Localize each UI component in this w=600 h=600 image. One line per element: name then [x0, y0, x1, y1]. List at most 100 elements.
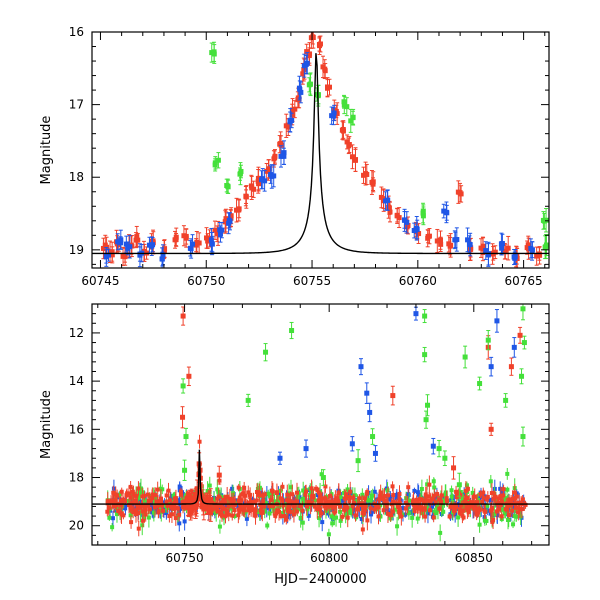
data-point-red: [233, 496, 238, 514]
data-point-red: [291, 493, 296, 511]
data-point-red: [285, 484, 290, 505]
data-point-red: [119, 487, 124, 496]
data-point-red: [489, 483, 494, 503]
data-point-green: [441, 507, 446, 516]
data-point-red: [461, 514, 466, 521]
data-point-red: [107, 240, 113, 264]
outlier-point-green: [520, 426, 526, 447]
outlier-point-green: [183, 427, 189, 446]
data-point-red: [505, 235, 511, 261]
data-point-blue: [320, 512, 325, 532]
data-point-red: [212, 220, 218, 240]
data-point-blue: [281, 147, 287, 165]
data-point-red: [125, 488, 130, 499]
outlier-point-blue: [494, 309, 500, 333]
data-point-green: [352, 487, 357, 503]
data-point-red: [276, 507, 281, 514]
data-point-red: [363, 161, 369, 186]
data-point-red: [181, 225, 187, 247]
data-point-red: [478, 490, 483, 498]
y-tick-label: 18: [69, 471, 84, 485]
outlier-point-blue: [488, 356, 494, 377]
y-axis-label: Magnitude: [39, 116, 54, 185]
data-point-green: [410, 508, 415, 528]
data-point-red: [523, 500, 528, 509]
y-tick-label: 16: [69, 25, 84, 39]
data-point-green: [110, 522, 115, 532]
data-point-blue: [412, 487, 417, 495]
data-point-blue: [209, 235, 215, 253]
data-point-green: [395, 516, 400, 536]
data-point-red: [339, 120, 345, 140]
data-point-red: [476, 499, 481, 518]
data-point-red: [194, 230, 200, 254]
data-point-red: [315, 499, 320, 519]
outlier-point-green: [503, 393, 509, 408]
data-point-red: [403, 493, 408, 512]
data-point-red: [316, 493, 321, 508]
plot-area: [92, 304, 549, 542]
outlier-point-green: [180, 378, 186, 394]
data-point-blue: [115, 233, 121, 251]
data-point-red: [337, 501, 342, 512]
outlier-point-green: [436, 439, 442, 458]
data-point-blue: [103, 246, 109, 267]
data-point-red: [455, 180, 461, 204]
data-point-green: [107, 514, 112, 521]
data-point-red: [454, 500, 459, 513]
data-point-green: [215, 152, 221, 169]
data-point-red: [406, 481, 411, 493]
data-point-green: [512, 510, 517, 522]
data-point-red: [230, 502, 235, 509]
data-point-blue: [298, 81, 304, 104]
data-point-red: [396, 499, 401, 516]
data-point-blue: [452, 230, 458, 250]
data-point-green: [225, 179, 231, 194]
plot-area: [92, 32, 549, 268]
data-point-red: [332, 509, 337, 516]
data-point-red: [304, 496, 309, 516]
y-tick-label: 16: [69, 422, 84, 436]
data-point-green: [211, 44, 217, 64]
outlier-point-green: [263, 343, 269, 362]
x-tick-label: 60765: [505, 274, 543, 288]
data-point-blue: [403, 511, 408, 518]
data-point-green: [543, 234, 549, 256]
data-point-red: [166, 482, 171, 499]
data-point-red: [290, 484, 295, 505]
data-point-green: [488, 474, 493, 488]
data-point-red: [329, 493, 334, 511]
data-point-red: [222, 209, 228, 234]
data-point-red: [423, 510, 428, 523]
data-point-blue: [499, 241, 505, 256]
data-point-red: [119, 504, 124, 524]
model-curve: [92, 449, 549, 505]
data-point-red: [255, 168, 261, 194]
data-point-red: [501, 487, 506, 504]
data-point-red: [325, 77, 331, 97]
data-point-red: [219, 495, 224, 509]
x-tick-label: 60800: [310, 551, 348, 565]
outlier-point-red: [180, 406, 186, 429]
data-point-red: [352, 148, 358, 172]
outlier-point-red: [517, 326, 523, 344]
data-point-red: [303, 485, 308, 505]
data-point-red: [473, 500, 478, 517]
outlier-point-blue: [277, 451, 283, 465]
y-tick-label: 17: [69, 98, 84, 112]
data-point-blue: [411, 222, 417, 239]
data-point-red: [458, 185, 464, 203]
data-point-red: [295, 482, 300, 503]
data-point-blue: [329, 106, 335, 125]
data-point-red: [435, 490, 440, 498]
data-point-green: [301, 481, 306, 500]
outlier-point-blue: [372, 445, 378, 462]
data-point-red: [499, 512, 504, 521]
data-point-red: [422, 506, 427, 513]
data-point-red: [203, 227, 209, 249]
data-point-red: [293, 497, 298, 513]
data-point-green: [216, 488, 221, 495]
outlier-point-green: [521, 335, 527, 350]
data-point-red: [464, 494, 469, 502]
outlier-point-blue: [430, 437, 436, 455]
